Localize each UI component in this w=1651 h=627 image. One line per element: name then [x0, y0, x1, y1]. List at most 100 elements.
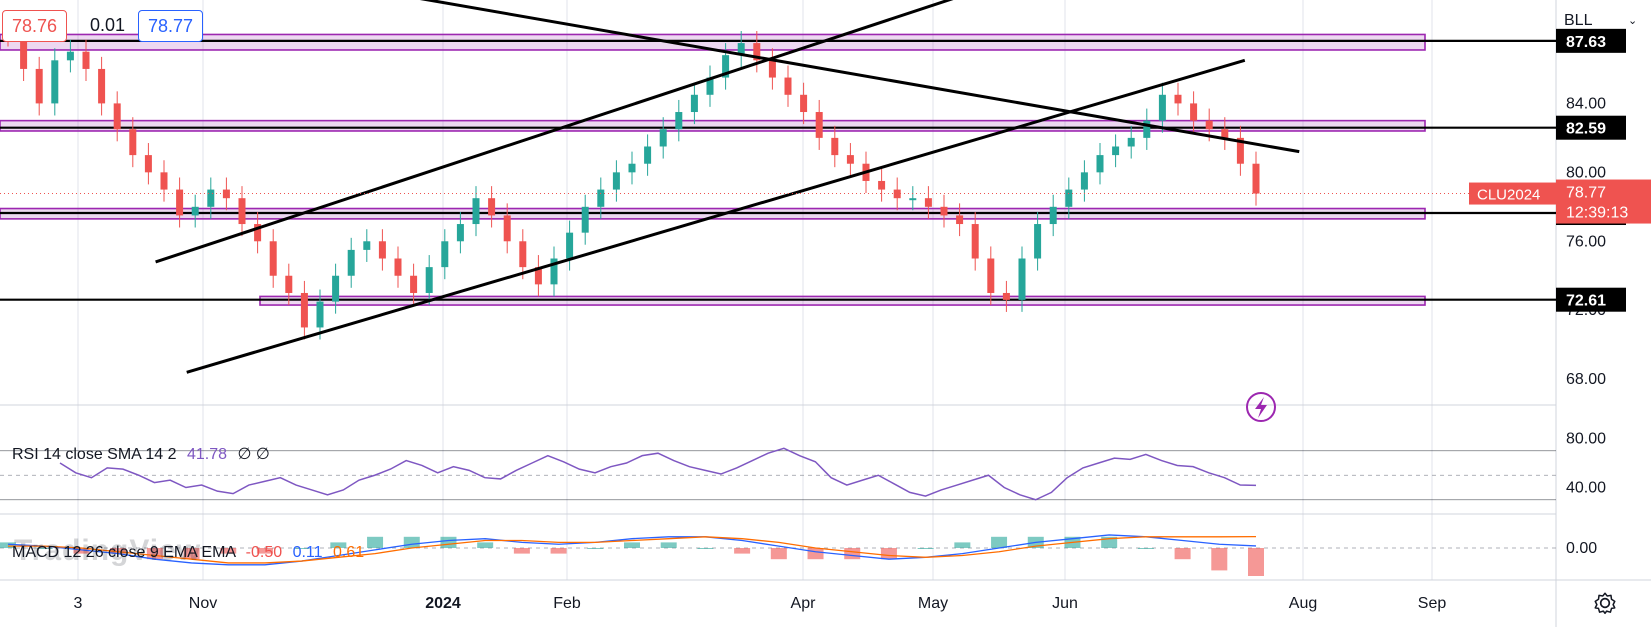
- candle-body-68: [1065, 189, 1073, 207]
- candle-body-78: [1221, 129, 1229, 138]
- macd-hist-1: [36, 548, 53, 549]
- symbol-tag: CLU2024: [1477, 187, 1540, 204]
- candle-body-13: [207, 189, 215, 207]
- candle-body-30: [472, 198, 480, 225]
- candle-body-67: [1049, 206, 1057, 225]
- macd-line: [7, 534, 1257, 566]
- countdown-timer: 12:39:13: [1566, 205, 1628, 222]
- candle-body-6: [98, 68, 106, 104]
- lightning-icon-ring: [1246, 392, 1276, 422]
- last-price-bg: [1556, 179, 1651, 224]
- candle-body-16: [254, 224, 262, 242]
- price-tick-0: 84.00: [1566, 95, 1606, 112]
- candle-body-77: [1205, 120, 1213, 130]
- candle-body-39: [612, 172, 620, 190]
- macd-hist-33: [1211, 548, 1228, 571]
- time-label-3: Feb: [553, 595, 581, 612]
- macd-hist-10: [367, 536, 384, 548]
- candle-body-80: [1252, 163, 1260, 194]
- ask-price-badge[interactable]: 78.77: [138, 10, 204, 42]
- upper-channel-line: [155, 0, 954, 264]
- candle-body-74: [1158, 94, 1166, 121]
- level-label-3: 72.61: [1566, 293, 1606, 310]
- candle-body-45: [706, 77, 714, 95]
- macd-hist-30: [1101, 536, 1118, 548]
- candle-body-11: [176, 189, 184, 216]
- lower-channel-line: [186, 58, 1246, 374]
- candle-body-25: [394, 258, 402, 276]
- candle-body-60: [940, 206, 948, 216]
- candle-body-7: [113, 103, 121, 130]
- candle-body-12: [191, 206, 199, 216]
- currency-selector[interactable]: BLL ⌄: [1556, 0, 1651, 42]
- candle-body-21: [332, 275, 340, 302]
- candle-body-10: [160, 172, 168, 190]
- macd-hist-15: [550, 548, 567, 554]
- level-label-bg-0: [1556, 28, 1626, 53]
- candle-body-19: [300, 292, 308, 328]
- macd-hist-6: [220, 548, 237, 554]
- candle-body-20: [316, 301, 324, 328]
- candle-body-34: [534, 267, 542, 285]
- rsi-value: 41.78: [186, 446, 228, 463]
- candle-body-54: [846, 155, 854, 164]
- macd-signal-line: [8, 535, 1257, 564]
- last-price-value: 78.77: [1566, 185, 1606, 202]
- bid-price-badge[interactable]: 78.76: [2, 10, 68, 42]
- macd-hist-7: [256, 548, 273, 554]
- rsi-legend[interactable]: RSI 14 close SMA 14 2 41.78 ∅ ∅: [12, 444, 270, 464]
- candle-body-35: [550, 258, 558, 285]
- macd-hist-23: [844, 548, 861, 560]
- candle-body-33: [519, 241, 527, 268]
- level-label-0: 87.63: [1566, 34, 1606, 51]
- time-label-1: Nov: [189, 595, 217, 612]
- candle-body-61: [956, 215, 964, 225]
- spread-value: 0.01: [90, 15, 126, 35]
- macd-hist-25: [917, 548, 934, 549]
- candle-body-56: [878, 180, 886, 190]
- candle-body-41: [644, 146, 652, 164]
- candle-body-23: [363, 241, 371, 250]
- macd-hist-24: [880, 548, 897, 560]
- candle-body-24: [378, 241, 386, 259]
- candle-body-75: [1174, 94, 1182, 104]
- settings-icon[interactable]: [1592, 590, 1618, 616]
- candle-body-49: [768, 60, 776, 78]
- macd-hist-26: [954, 542, 971, 548]
- price-tick-4: 68.00: [1566, 371, 1606, 388]
- macd-hist-16: [587, 548, 604, 549]
- time-label-4: Apr: [791, 595, 817, 612]
- candle-body-18: [285, 275, 293, 293]
- candle-body-62: [971, 224, 979, 259]
- macd-hist-11: [403, 536, 420, 548]
- macd-tick: 0.00: [1566, 540, 1597, 557]
- chevron-down-icon: ⌄: [1628, 15, 1638, 27]
- candle-body-31: [488, 198, 496, 216]
- candle-body-28: [441, 241, 449, 268]
- candle-body-38: [597, 189, 605, 207]
- candle-body-66: [1034, 224, 1042, 259]
- macd-hist-17: [624, 542, 640, 548]
- candle-body-8: [129, 129, 137, 156]
- lightning-icon: [1255, 397, 1267, 418]
- candle-body-73: [1143, 120, 1151, 138]
- macd-hist-19: [697, 548, 714, 549]
- time-label-8: Sep: [1418, 595, 1447, 612]
- macd-hist-8: [293, 548, 310, 549]
- candle-body-22: [347, 249, 355, 276]
- candle-body-26: [410, 275, 418, 293]
- macd-hist-2: [73, 548, 90, 554]
- macd-hist-34: [1248, 548, 1264, 576]
- candle-body-52: [815, 112, 823, 138]
- candle-body-4: [66, 51, 74, 61]
- macd-legend[interactable]: MACD 12 26 close 9 EMA EMA -0.50 0.11 0.…: [12, 544, 364, 562]
- candle-body-37: [581, 206, 589, 233]
- candle-body-32: [503, 215, 511, 242]
- time-label-0: 3: [74, 595, 83, 612]
- price-tick-1: 80.00: [1566, 164, 1606, 181]
- rsi-line: [59, 447, 1257, 501]
- candle-body-57: [893, 189, 901, 199]
- candle-body-53: [831, 137, 839, 156]
- level-label-bg-3: [1556, 287, 1626, 312]
